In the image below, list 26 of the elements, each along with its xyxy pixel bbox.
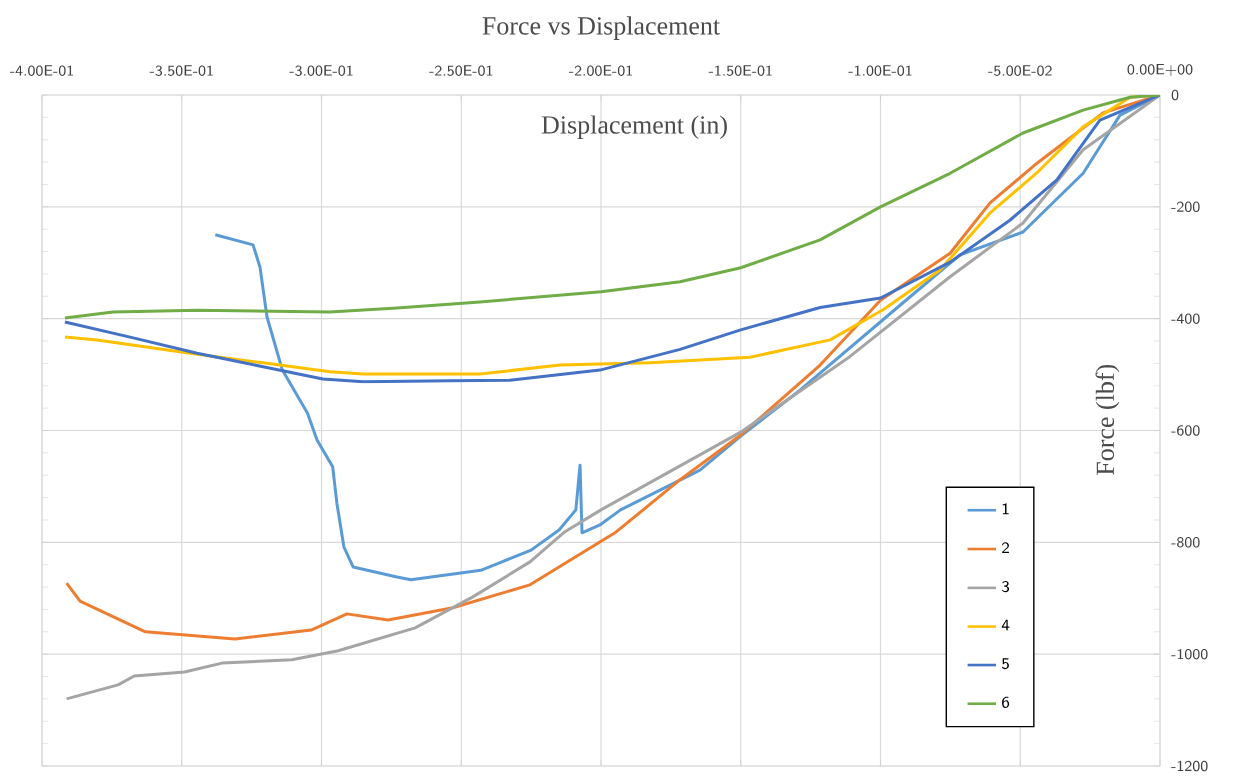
- legend-label: 5: [1001, 658, 1009, 670]
- line-series: [63, 94, 1160, 320]
- y-tick-label: -1000: [1171, 648, 1208, 660]
- x-tick-label: -3.00E-01: [289, 65, 353, 76]
- y-tick-label: -400: [1171, 313, 1200, 324]
- x-tick-label: 0.00E+00: [1127, 64, 1193, 76]
- x-tick-label: -3.50E-01: [149, 65, 213, 76]
- x-tick-label: -2.50E-01: [429, 65, 493, 76]
- y-tick-label: -800: [1171, 537, 1200, 548]
- legend-label: 2: [1002, 542, 1009, 553]
- y-tick-label: -200: [1171, 201, 1200, 213]
- y-tick-label: -1200: [1171, 760, 1208, 772]
- x-tick-label: -1.50E-01: [708, 65, 772, 76]
- x-tick-label: -2.00E-01: [568, 65, 633, 76]
- y-axis-title: Force (lbf): [1095, 364, 1120, 475]
- legend-label: 3: [1002, 580, 1010, 593]
- legend-label: 6: [1002, 696, 1010, 708]
- y-tick-label: -600: [1171, 425, 1200, 436]
- chart-title: Force vs Displacement: [482, 16, 720, 40]
- x-tick-label: -1.00E-01: [848, 65, 912, 76]
- x-tick-label: -5.00E-02: [988, 65, 1052, 76]
- legend-label: 4: [1001, 619, 1010, 631]
- x-axis-title: Displacement (in): [541, 115, 727, 139]
- x-tick-label: -4.00E-01: [9, 65, 74, 76]
- y-tick-label: 0: [1171, 89, 1179, 101]
- legend-label: 1: [1002, 503, 1009, 515]
